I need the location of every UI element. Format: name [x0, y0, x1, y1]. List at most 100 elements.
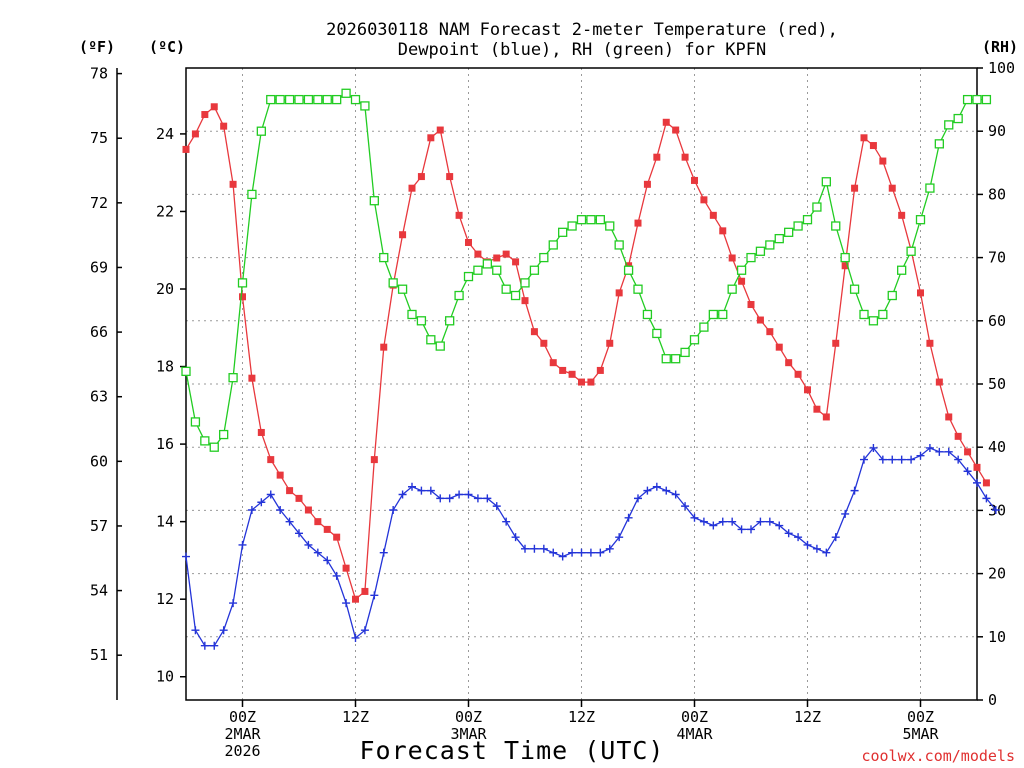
- dewpoint-point: [191, 626, 200, 635]
- rh-point: [784, 227, 794, 237]
- rh-point: [548, 240, 558, 250]
- dewpoint-point: [436, 494, 445, 503]
- 2-meter-temperature-point: [653, 153, 661, 161]
- dewpoint-point: [238, 540, 247, 549]
- dewpoint-point: [681, 502, 690, 511]
- 2-meter-temperature-point: [239, 293, 246, 301]
- dewpoint-point: [379, 548, 388, 557]
- dewpoint-point: [869, 443, 878, 452]
- dewpoint-point: [973, 478, 981, 487]
- 2-meter-temperature-point: [662, 118, 670, 126]
- rh-point: [416, 316, 427, 326]
- 2-meter-temperature-point: [352, 595, 359, 603]
- rh-point: [821, 177, 831, 187]
- rh-tick-label: 20: [988, 565, 1006, 583]
- dewpoint-point: [690, 513, 699, 522]
- data-series: [181, 88, 1000, 650]
- rh-point: [849, 284, 860, 294]
- dewpoint-point: [944, 447, 953, 456]
- 2-meter-temperature-point: [408, 184, 416, 192]
- rh-point: [746, 252, 756, 263]
- 2-meter-temperature-point: [954, 432, 962, 440]
- 2-meter-temperature-point: [860, 134, 868, 142]
- dewpoint-point: [492, 502, 501, 511]
- dewpoint-point: [389, 506, 398, 515]
- dewpoint-point: [925, 443, 934, 452]
- rh-point: [642, 309, 653, 320]
- 2-meter-temperature-point: [257, 428, 265, 436]
- rh-point: [680, 347, 690, 358]
- rh-point: [209, 442, 219, 452]
- dewpoint-point: [511, 533, 520, 542]
- rh-point: [699, 322, 709, 332]
- dewpoint-point: [182, 552, 190, 561]
- 2-meter-temperature-point: [361, 587, 369, 595]
- rh-tick-label: 90: [988, 122, 1006, 140]
- fahrenheit-tick-label: 63: [90, 388, 108, 406]
- dewpoint-point: [822, 548, 831, 557]
- 2-meter-temperature-point: [643, 180, 651, 188]
- rh-point: [294, 94, 304, 105]
- dewpoint-point: [728, 517, 737, 526]
- dewpoint-point: [841, 509, 850, 518]
- rh-point: [341, 88, 351, 98]
- axis-ticks: 10 12 14 16 18 20 22 24 51 54 57 60 63 66 69 72 75 78 0 10 2…: [90, 59, 1015, 760]
- fahrenheit-tick-label: 60: [90, 452, 108, 470]
- dewpoint-point: [850, 486, 859, 495]
- 2-meter-temperature-point: [709, 211, 717, 219]
- dewpoint-point: [370, 591, 379, 600]
- fahrenheit-tick-label: 75: [90, 129, 108, 147]
- 2-meter-temperature-point: [898, 211, 906, 219]
- dewpoint-point: [897, 455, 906, 464]
- x-axis-title: Forecast Time (UTC): [360, 736, 665, 765]
- dewpoint-point: [219, 626, 228, 635]
- dewpoint-point: [643, 486, 652, 495]
- rh-tick-label: 70: [988, 249, 1006, 267]
- dewpoint-point: [935, 447, 944, 456]
- 2-meter-temperature-point: [832, 339, 840, 347]
- dewpoint-point: [549, 548, 558, 557]
- rh-point: [868, 316, 879, 326]
- rh-point: [906, 246, 916, 256]
- dewpoint-point: [200, 641, 209, 650]
- 2-meter-temperature-point: [521, 297, 529, 305]
- rh-point: [605, 221, 615, 231]
- rh-point: [736, 265, 747, 275]
- dewpoint-point: [483, 494, 492, 503]
- 2-meter-temperature-point: [248, 374, 256, 382]
- 2-meter-temperature-point: [493, 254, 501, 262]
- dewpoint-point: [860, 455, 868, 464]
- fahrenheit-tick-label: 69: [90, 258, 108, 276]
- 2-meter-temperature-point: [879, 157, 887, 165]
- 2-meter-temperature-point: [935, 378, 943, 386]
- dewpoint-point: [266, 490, 275, 499]
- 2-meter-temperature-point: [700, 196, 708, 204]
- 2-meter-temperature-point: [851, 184, 859, 192]
- dewpoint-point: [426, 486, 435, 495]
- dewpoint-point: [455, 490, 464, 499]
- rh-point: [802, 215, 813, 225]
- 2-meter-temperature-point: [804, 386, 811, 394]
- dewpoint-point: [878, 455, 887, 464]
- x-tick-label: 12Z: [568, 708, 595, 726]
- 2-meter-temperature-point: [917, 289, 924, 297]
- 2-meter-temperature-point: [785, 359, 793, 367]
- rh-point: [266, 94, 276, 105]
- dewpoint-point: [558, 552, 567, 561]
- fahrenheit-tick-label: 54: [90, 582, 108, 600]
- dewpoint-point: [747, 525, 755, 534]
- 2-meter-temperature-point: [578, 378, 585, 386]
- celsius-tick-label: 16: [156, 435, 174, 453]
- rh-point: [473, 265, 483, 275]
- chart-title-line2: Dewpoint (blue), RH (green) for KPFN: [398, 40, 766, 60]
- rh-point: [878, 309, 888, 320]
- rh-point: [407, 309, 417, 320]
- dewpoint-point: [709, 521, 718, 530]
- dewpoint-point: [794, 533, 803, 542]
- 2-meter-temperature-point: [728, 254, 736, 262]
- rh-point: [981, 94, 992, 105]
- rh-point: [934, 139, 944, 149]
- 2-meter-temperature-point: [417, 173, 425, 181]
- rh-point: [953, 113, 963, 124]
